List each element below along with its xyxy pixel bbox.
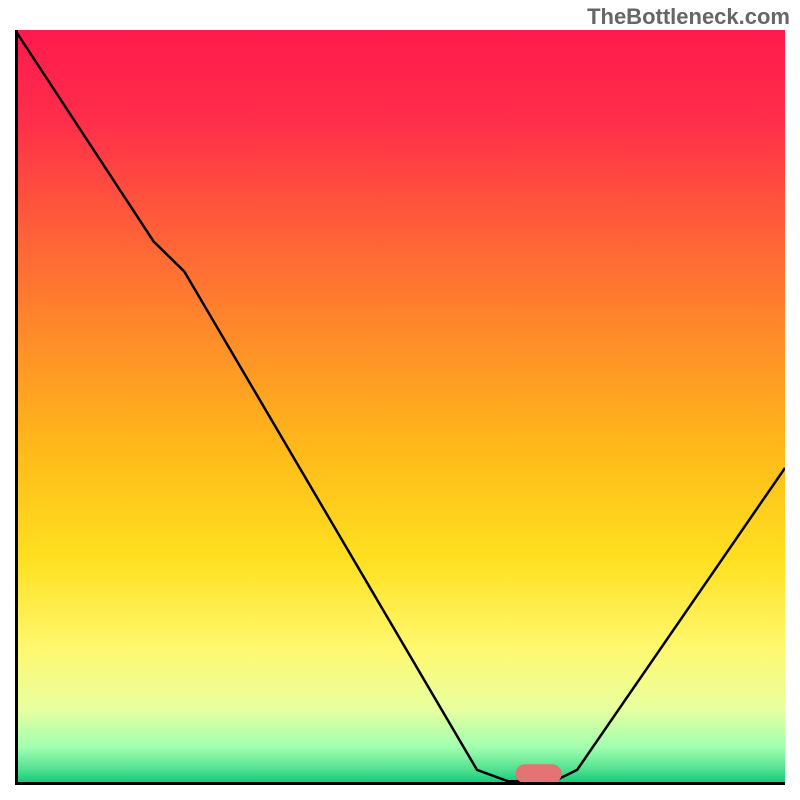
curve-layer — [15, 30, 785, 785]
optimum-marker — [516, 764, 562, 783]
bottleneck-curve — [15, 30, 785, 781]
chart-area — [15, 30, 785, 785]
chart-container: TheBottleneck.com — [0, 0, 800, 800]
watermark-text: TheBottleneck.com — [587, 4, 790, 30]
